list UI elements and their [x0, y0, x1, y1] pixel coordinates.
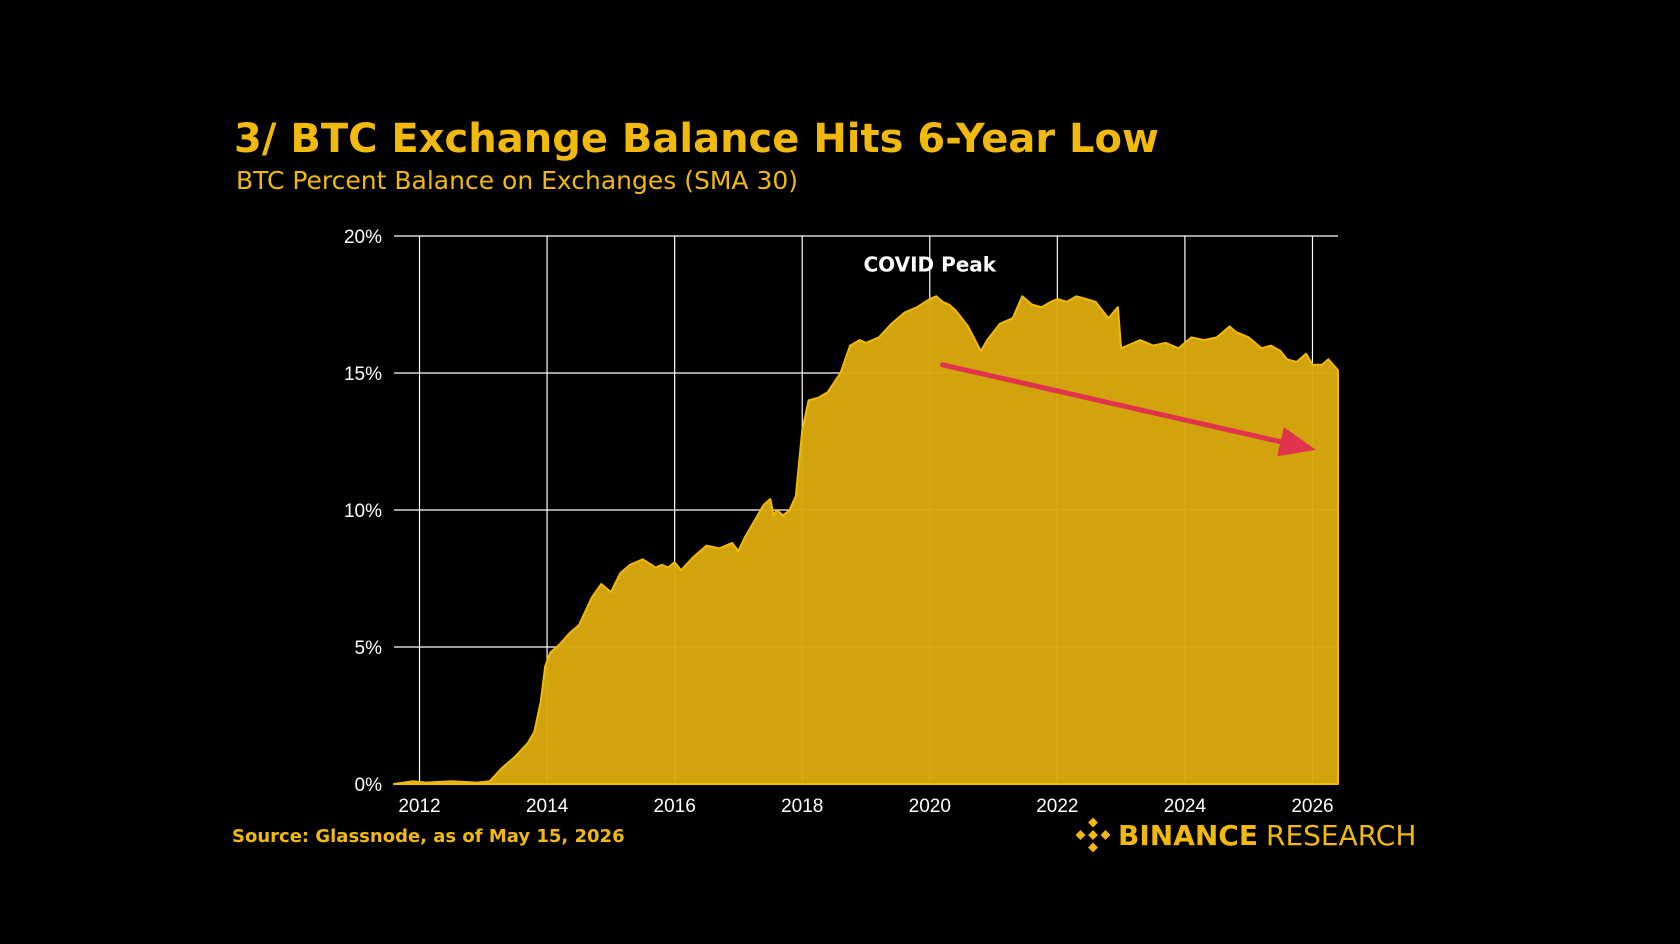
area-fill [393, 295, 1339, 785]
trend-arrow [940, 362, 1316, 457]
x-tick-label: 2014 [526, 796, 569, 817]
binance-logo-icon [1076, 818, 1110, 852]
y-tick-label: 15% [344, 364, 382, 385]
chart-subtitle: BTC Percent Balance on Exchanges (SMA 30… [236, 166, 799, 195]
x-tick-label: 2020 [909, 796, 951, 817]
y-tick-label: 20% [344, 227, 382, 248]
source-note: Source: Glassnode, as of May 15, 2026 [232, 826, 625, 847]
covid-peak-label: COVID Peak [863, 253, 996, 277]
x-tick-label: 2022 [1036, 796, 1078, 817]
x-tick-label: 2024 [1164, 796, 1207, 817]
annotations: COVID Peak [863, 253, 996, 277]
y-tick-label: 10% [344, 501, 382, 522]
y-axis-ticks: 0% 5% 10% 15% 20% [344, 227, 382, 796]
trend-arrow-shaft [940, 362, 1284, 445]
chart-title: 3/ BTC Exchange Balance Hits 6-Year Low [234, 116, 1159, 162]
brand-name-bold: BINANCE [1118, 818, 1258, 852]
y-tick-label: 0% [355, 775, 383, 796]
x-tick-label: 2012 [398, 796, 440, 817]
y-tick-label: 5% [355, 638, 383, 659]
trend-arrow-head [1277, 427, 1316, 457]
x-axis-ticks: 2012 2014 2016 2018 2020 2022 2024 2026 [398, 796, 1333, 817]
x-tick-label: 2016 [654, 796, 696, 817]
brand-mark: BINANCE RESEARCH [1076, 818, 1416, 852]
x-tick-label: 2018 [781, 796, 823, 817]
area-series [393, 295, 1339, 785]
x-tick-label: 2026 [1291, 796, 1333, 817]
brand-name-regular: RESEARCH [1265, 818, 1417, 852]
